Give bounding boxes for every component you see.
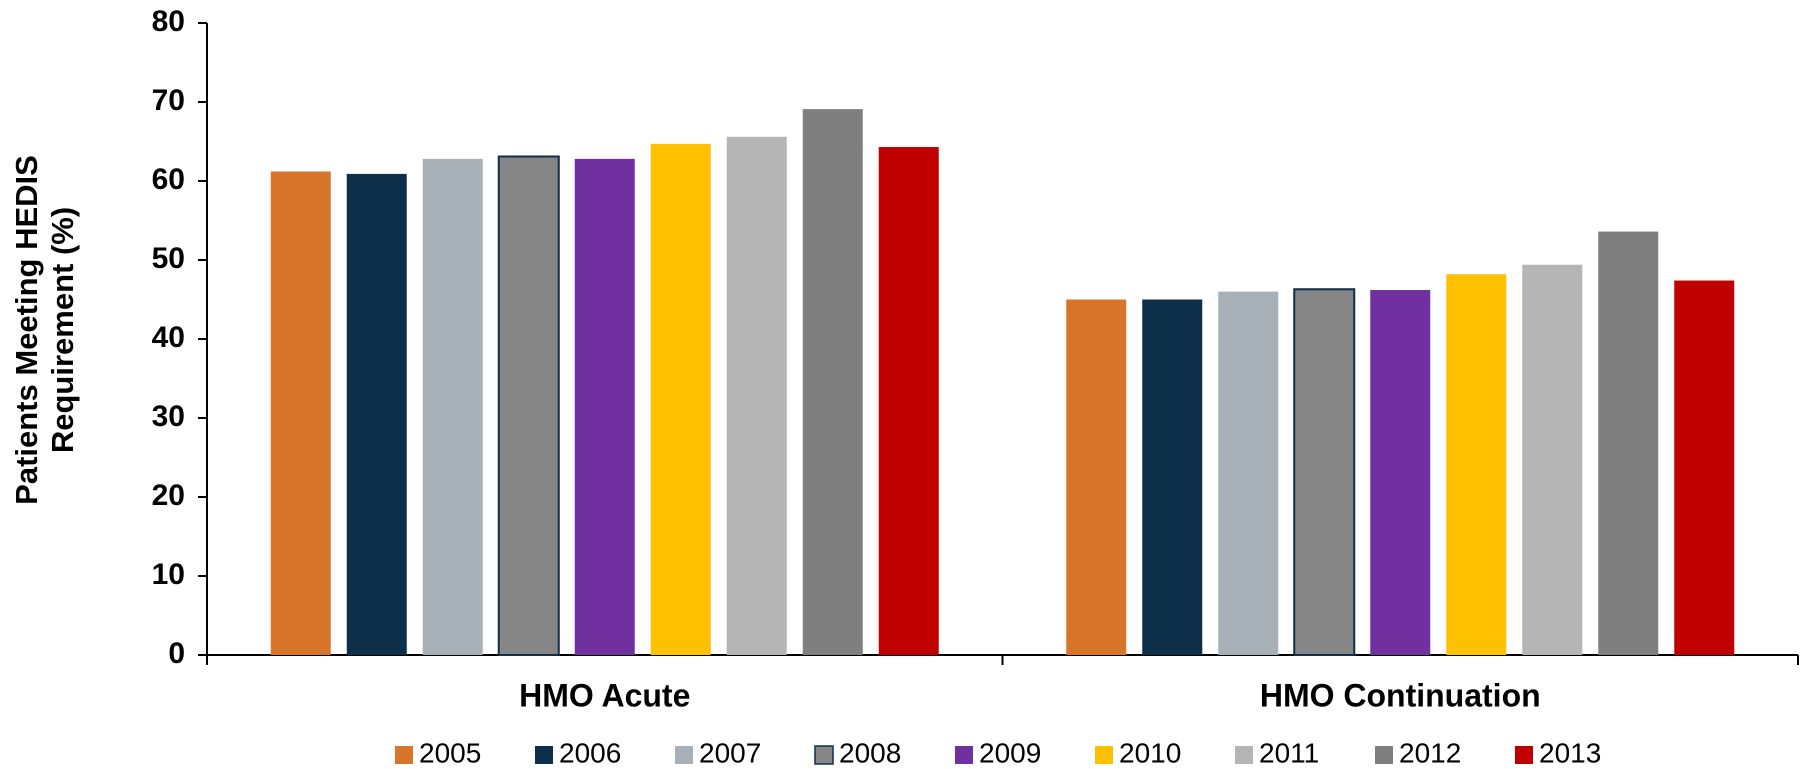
y-tick-label: 20 — [152, 479, 185, 512]
y-tick-label: 0 — [168, 637, 185, 670]
bar — [1066, 299, 1127, 655]
y-tick-label: 40 — [152, 321, 185, 354]
bar — [270, 171, 331, 655]
bar — [1598, 231, 1659, 655]
bar — [346, 173, 407, 655]
legend-label: 2012 — [1399, 737, 1461, 768]
bar — [802, 109, 863, 656]
y-axis-title-line: Requirement (%) — [45, 207, 80, 453]
legend-swatch — [1515, 746, 1533, 764]
bar — [1293, 288, 1356, 656]
legend-swatch — [675, 746, 693, 764]
bar — [650, 143, 711, 655]
bar — [1218, 291, 1279, 655]
y-tick-label: 30 — [152, 400, 185, 433]
y-axis-title: Patients Meeting HEDIS Requirement (%) — [9, 155, 80, 505]
legend-label: 2009 — [979, 737, 1041, 768]
legend-swatch — [1375, 746, 1393, 764]
legend-swatch — [535, 746, 553, 764]
bar — [1446, 274, 1507, 655]
y-tick-label: 10 — [152, 558, 185, 591]
legend-label: 2007 — [699, 737, 761, 768]
legend-label: 2005 — [419, 737, 481, 768]
bar — [1674, 280, 1735, 655]
legend-swatch — [395, 746, 413, 764]
y-tick-label: 60 — [152, 163, 185, 196]
y-axis-title-line: Patients Meeting HEDIS — [9, 155, 44, 505]
legend-swatch — [814, 745, 834, 765]
y-tick-label: 70 — [152, 84, 185, 117]
legend-label: 2006 — [559, 737, 621, 768]
bar — [1522, 264, 1583, 655]
y-tick-label: 50 — [152, 242, 185, 275]
bar — [574, 158, 635, 655]
bar — [497, 155, 560, 656]
legend-label: 2008 — [839, 737, 901, 768]
legend-swatch — [1095, 746, 1113, 764]
legend-swatch — [955, 746, 973, 764]
bar — [422, 158, 483, 655]
legend-swatch — [1235, 746, 1253, 764]
bar — [726, 136, 787, 655]
bar — [1142, 299, 1203, 655]
x-tick-label: HMO Continuation — [1260, 677, 1541, 713]
legend-label: 2010 — [1119, 737, 1181, 768]
y-tick-label: 80 — [152, 5, 185, 38]
legend-label: 2013 — [1539, 737, 1601, 768]
legend-label: 2011 — [1259, 737, 1319, 768]
bar — [878, 147, 939, 655]
x-tick-label: HMO Acute — [519, 677, 690, 713]
bar — [1370, 290, 1431, 655]
